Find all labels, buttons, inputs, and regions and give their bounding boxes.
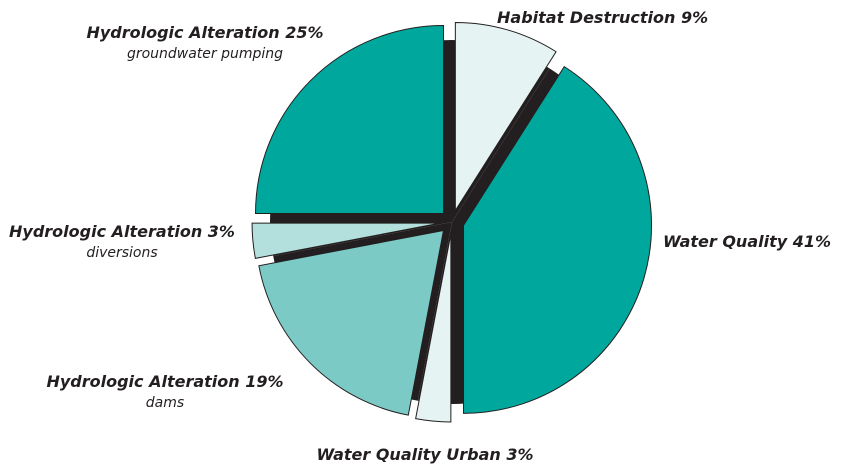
slice	[454, 21, 557, 213]
slice-label: Habitat Destruction 9%	[497, 8, 708, 27]
slice-label: Hydrologic Alteration 3%	[9, 222, 235, 241]
slice-sublabel: dams	[146, 395, 184, 411]
category-label: Hydrologic Alteration	[9, 222, 202, 241]
slice-sublabel: diversions	[86, 245, 157, 261]
value-label: 3%	[506, 445, 533, 464]
value-label: 25%	[285, 23, 323, 42]
category-label: Water Quality Urban	[317, 445, 501, 464]
slice-label: Water Quality Urban 3%	[317, 445, 534, 464]
slice-sublabel: groundwater pumping	[127, 46, 283, 62]
slice-label: Water Quality 41%	[663, 232, 831, 251]
slice	[255, 25, 445, 215]
category-label: Water Quality	[663, 232, 788, 251]
category-label: Hydrologic Alteration	[86, 23, 279, 42]
slice-label: Hydrologic Alteration 25%	[86, 23, 323, 42]
category-label: Hydrologic Alteration	[46, 372, 239, 391]
category-label: Habitat Destruction	[497, 8, 675, 27]
slice	[258, 229, 445, 416]
slice	[463, 65, 653, 414]
value-label: 19%	[245, 372, 283, 391]
slice-label: Hydrologic Alteration 19%	[46, 372, 283, 391]
value-label: 3%	[208, 222, 235, 241]
value-label: 41%	[792, 232, 831, 251]
value-label: 9%	[681, 8, 708, 27]
slice	[251, 222, 441, 259]
slice	[415, 233, 452, 423]
